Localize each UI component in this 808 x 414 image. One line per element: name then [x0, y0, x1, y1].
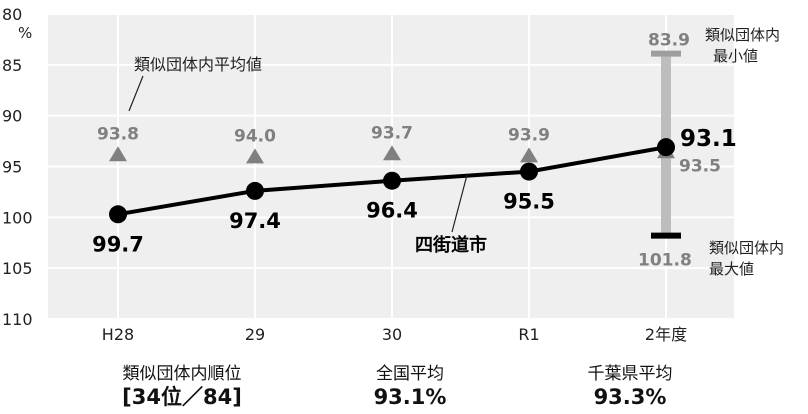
city-data-label: 93.1 [680, 126, 737, 152]
city-data-label: 96.4 [366, 199, 418, 223]
y-tick-label: 85 [2, 56, 22, 75]
range-max-label-line1: 類似団体内 [709, 239, 784, 257]
x-tick-label: H28 [102, 325, 134, 344]
y-tick-label: 90 [2, 107, 22, 126]
city-data-label: 95.5 [503, 190, 555, 214]
city-marker [520, 162, 538, 181]
city-marker [109, 205, 127, 224]
average-data-label: 94.0 [234, 126, 276, 146]
city-data-label: 97.4 [229, 209, 281, 233]
average-marker [383, 145, 401, 161]
average-series-name: 類似団体内平均値 [134, 55, 262, 74]
city-marker [246, 181, 264, 200]
range-min-value-label: 83.9 [648, 31, 690, 51]
city-series-name: 四街道市 [415, 234, 487, 256]
x-tick-label: 29 [245, 325, 265, 344]
summary-prefecture-label: 千葉県平均 [587, 364, 673, 384]
city-series: 99.7 97.4 96.4 95.5 93.1 [92, 126, 737, 256]
x-tick-label: 2年度 [645, 325, 687, 344]
summary-national-label: 全国平均 [376, 364, 444, 384]
average-data-label: 93.5 [679, 156, 721, 176]
summary-rank: 類似団体内順位 [34位／84] [92, 364, 272, 410]
average-leader-line [128, 75, 144, 112]
summary-rank-value: [34位／84] [122, 385, 242, 409]
x-tick-label: R1 [518, 325, 539, 344]
average-data-label: 93.9 [508, 125, 550, 145]
average-marker [246, 148, 264, 164]
city-leader-line [451, 174, 468, 233]
y-axis: 80 85 90 95 100 105 110 [2, 5, 33, 329]
chart: 80 85 90 95 100 105 110 % H28 29 30 R1 2年度 83.9 101… [2, 5, 784, 344]
range-max-label-line2: 最大値 [709, 260, 754, 278]
average-marker [520, 147, 538, 163]
summary-national: 全国平均 93.1% [340, 364, 480, 410]
x-axis: H28 29 30 R1 2年度 [102, 325, 687, 344]
city-marker [383, 171, 401, 190]
y-tick-label: 105 [2, 259, 33, 278]
summary-national-value: 93.1% [373, 385, 447, 409]
y-tick-label: 100 [2, 208, 33, 227]
x-tick-label: 30 [382, 325, 402, 344]
range-min-label-line2: 最小値 [713, 47, 758, 65]
average-marker [109, 146, 127, 162]
summary-prefecture-value: 93.3% [593, 385, 667, 409]
summary-prefecture: 千葉県平均 93.3% [555, 364, 705, 410]
summary-rank-label: 類似団体内順位 [122, 364, 242, 384]
y-tick-label: 80 [2, 5, 22, 24]
average-data-label: 93.8 [97, 124, 139, 144]
y-tick-label: 110 [2, 310, 33, 329]
city-marker [657, 138, 675, 157]
y-tick-label: 95 [2, 158, 22, 177]
range-max-value-label: 101.8 [638, 251, 692, 271]
average-data-label: 93.7 [371, 123, 413, 143]
city-data-label: 99.7 [92, 232, 144, 256]
range-min-label-line1: 類似団体内 [705, 26, 780, 44]
y-axis-unit: % [18, 24, 32, 42]
